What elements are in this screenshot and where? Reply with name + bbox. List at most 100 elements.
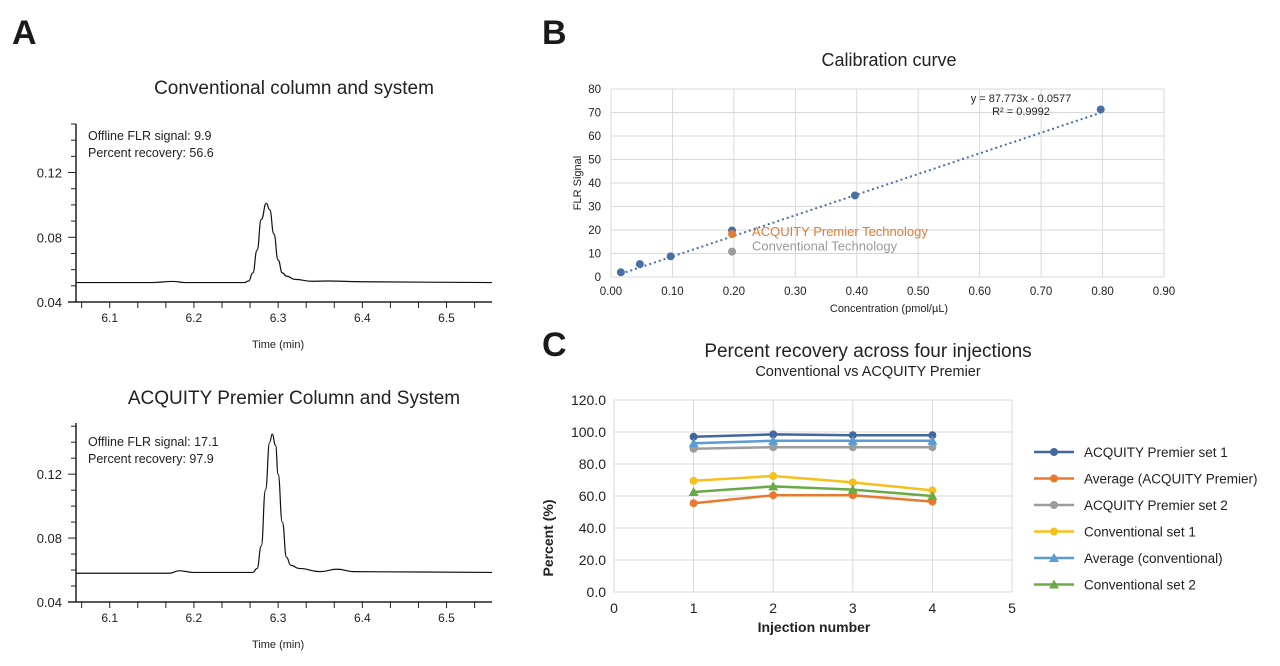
series-line <box>693 485 933 498</box>
data-point <box>728 247 737 256</box>
data-point <box>848 478 857 487</box>
x-tick-label: 3 <box>849 600 857 616</box>
y-tick-label: 50 <box>588 155 601 167</box>
trendline <box>620 111 1102 275</box>
x-tick-label: 4 <box>929 600 937 616</box>
data-point <box>616 268 625 277</box>
annotation: Percent recovery: 97.9 <box>88 452 214 466</box>
x-tick-label: 6.1 <box>101 311 118 325</box>
series-line <box>693 445 933 451</box>
x-tick-label: 0.00 <box>600 286 622 298</box>
x-tick-label: 2 <box>769 600 777 616</box>
data-point <box>928 443 937 452</box>
data-point <box>1050 501 1058 509</box>
legend-label: Average (ACQUITY Premier) <box>1084 472 1258 487</box>
x-tick-label: 6.4 <box>354 311 371 325</box>
data-point <box>769 430 778 439</box>
data-point <box>768 435 779 445</box>
annotation: Offline FLR signal: 9.9 <box>88 129 211 143</box>
panel-letter-a: A <box>12 14 37 52</box>
y-tick-label: 80.0 <box>579 456 606 472</box>
chromatogram-trace <box>76 202 493 284</box>
data-point <box>689 476 698 485</box>
chart-subtitle: Conventional vs ACQUITY Premier <box>755 364 981 380</box>
chromatogram-premier: ACQUITY Premier Column and System 0.04 0.0… <box>37 388 493 651</box>
data-point <box>1096 105 1105 114</box>
x-tick-label: 6.1 <box>101 611 118 625</box>
data-point <box>689 432 698 441</box>
y-axis-label: Percent (%) <box>540 499 556 576</box>
x-tick-label: 0 <box>610 600 618 616</box>
annotation: Percent recovery: 56.6 <box>88 146 214 160</box>
y-tick-label: 40.0 <box>579 520 606 536</box>
x-tick-label: 6.3 <box>270 311 287 325</box>
y-tick-label: 0.12 <box>37 467 62 482</box>
data-point <box>768 481 779 491</box>
legend-label: ACQUITY Premier set 2 <box>1084 498 1228 513</box>
x-tick-label: 0.70 <box>1030 286 1052 298</box>
x-tick-label: 5 <box>1008 600 1016 616</box>
data-point <box>688 487 699 496</box>
x-axis-label: Time (min) <box>252 339 304 351</box>
data-point <box>769 491 778 500</box>
calibration-chart: Calibration curve 0.00 0.10 0.20 0.30 0.40 0.5… <box>572 50 1175 315</box>
y-tick-label: 70 <box>588 108 601 120</box>
data-point <box>1050 474 1058 483</box>
y-tick-label: 120.0 <box>571 392 606 408</box>
data-point <box>635 260 644 269</box>
data-point <box>928 486 937 495</box>
data-point <box>666 252 675 261</box>
x-tick-label: 0.10 <box>661 286 683 298</box>
series-label: ACQUITY Premier Technology <box>752 224 928 239</box>
x-tick-label: 6.3 <box>270 611 287 625</box>
x-axis-label: Injection number <box>758 619 871 635</box>
y-tick-label: 0 <box>595 272 601 284</box>
data-point <box>848 431 857 440</box>
x-tick-label: 0.90 <box>1153 286 1175 298</box>
x-tick-label: 6.5 <box>438 311 455 325</box>
recovery-chart: Percent recovery across four injections C… <box>540 341 1258 635</box>
chart-title: Percent recovery across four injections <box>704 341 1031 362</box>
x-tick-label: 0.30 <box>784 286 806 298</box>
chromatogram-conventional: Conventional column and system 0.04 0.08 0.… <box>37 78 493 351</box>
panel-letter-c: C <box>542 326 567 364</box>
series-label: Conventional Technology <box>752 239 898 254</box>
y-tick-label: 0.0 <box>587 584 607 600</box>
series-line <box>693 439 933 445</box>
x-axis-label: Concentration (pmol/µL) <box>830 303 948 315</box>
y-tick-label: 20 <box>588 225 601 237</box>
legend-label: Conventional set 1 <box>1084 525 1196 540</box>
trendline-r2: R² = 0.9992 <box>992 106 1050 118</box>
y-tick-label: 10 <box>588 249 601 261</box>
x-tick-label: 0.20 <box>723 286 745 298</box>
data-point <box>850 191 859 200</box>
x-tick-label: 6.2 <box>186 611 203 625</box>
y-tick-label: 0.08 <box>37 531 62 546</box>
y-tick-label: 100.0 <box>571 424 606 440</box>
y-axis-label: FLR Signal <box>572 156 584 210</box>
data-point <box>848 443 857 452</box>
x-tick-label: 0.50 <box>907 286 929 298</box>
data-point <box>688 438 699 448</box>
legend-label: Average (conventional) <box>1084 551 1223 566</box>
x-tick-label: 6.4 <box>354 611 371 625</box>
series-line <box>693 493 933 505</box>
x-tick-label: 6.2 <box>186 311 203 325</box>
data-point <box>847 484 858 494</box>
data-point <box>728 229 737 238</box>
x-tick-label: 0.60 <box>968 286 990 298</box>
data-point <box>769 443 778 452</box>
y-tick-label: 30 <box>588 202 601 214</box>
annotation: Offline FLR signal: 17.1 <box>88 435 218 449</box>
y-tick-label: 60 <box>588 131 601 143</box>
x-tick-label: 1 <box>690 600 698 616</box>
x-tick-label: 0.40 <box>846 286 868 298</box>
legend-label: ACQUITY Premier set 1 <box>1084 445 1228 460</box>
y-tick-label: 0.12 <box>37 166 62 181</box>
y-tick-label: 20.0 <box>579 552 606 568</box>
x-tick-label: 0.80 <box>1091 286 1113 298</box>
legend-label: Conventional set 2 <box>1084 578 1196 593</box>
data-point <box>1049 579 1059 589</box>
chromatogram-trace <box>76 433 493 574</box>
